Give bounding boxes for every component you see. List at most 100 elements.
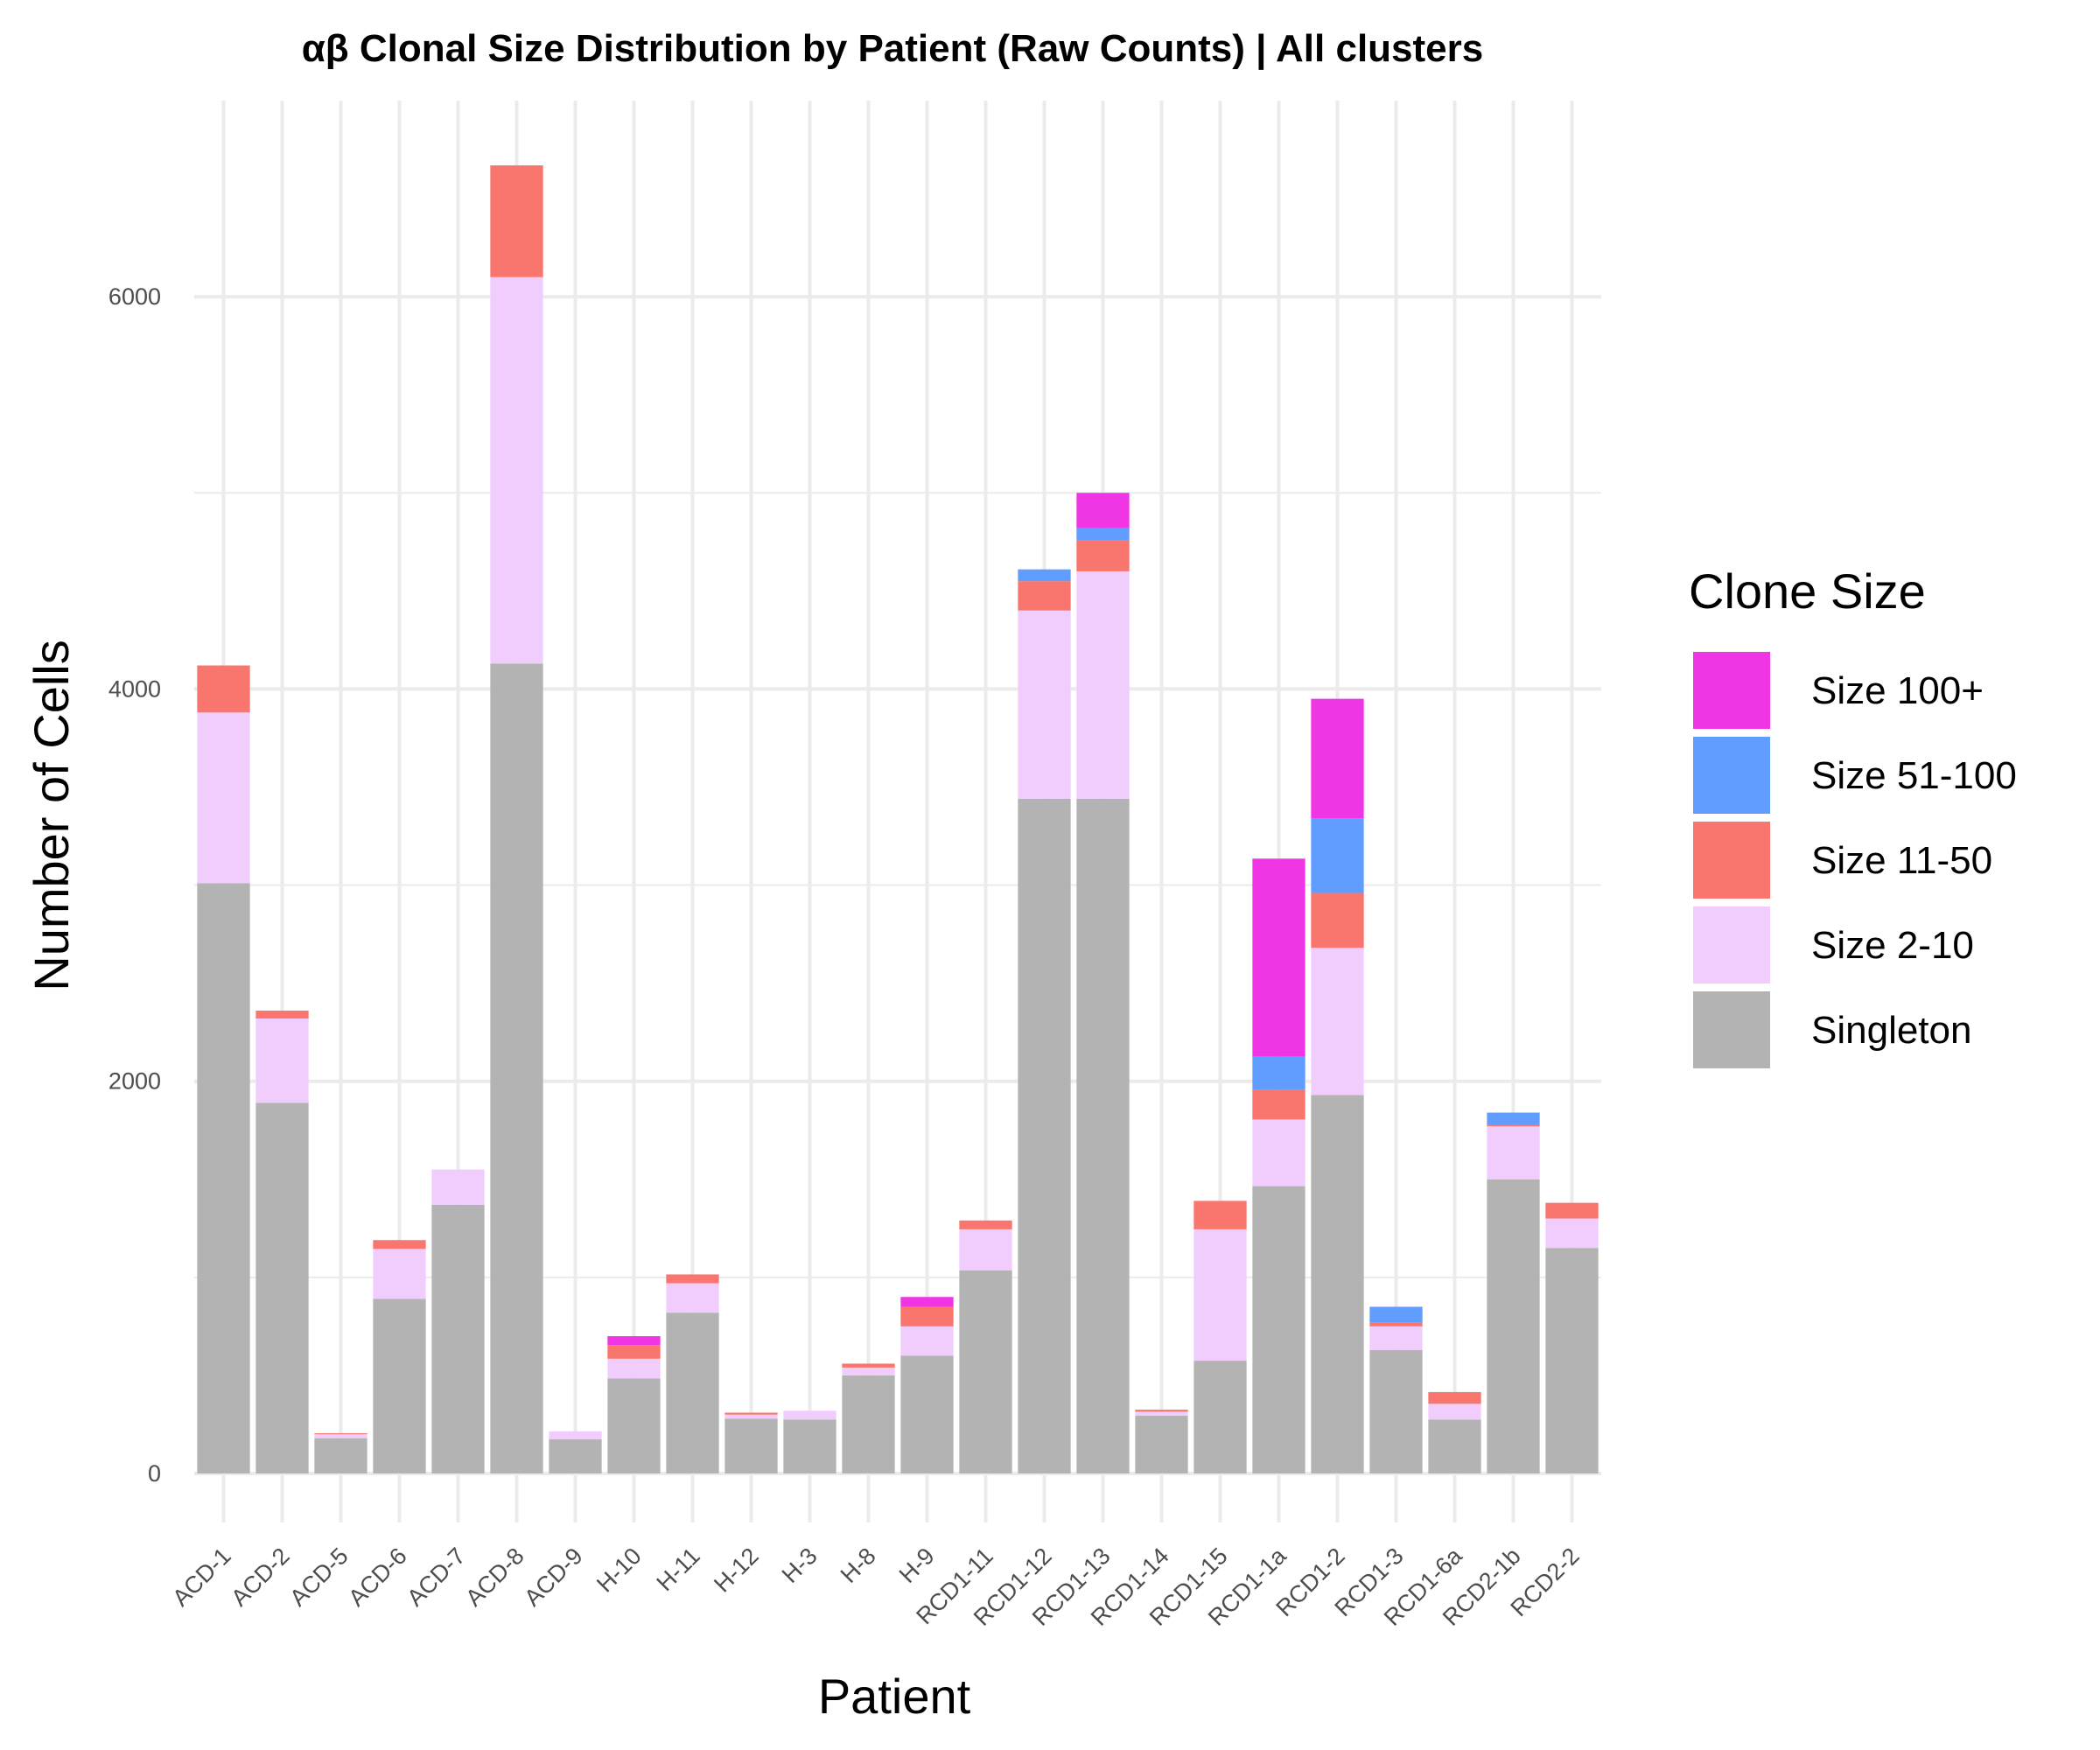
x-tick-label: ACD-5 — [284, 1543, 353, 1611]
bar-segment-size-11-50-acd-5 — [314, 1433, 368, 1435]
bar-segment-size-11-50-acd-8 — [490, 164, 543, 277]
bar-segment-singleton-rcd1-12 — [1018, 798, 1071, 1474]
bar-segment-singleton-rcd1-1a — [1252, 1186, 1306, 1474]
bar-segment-size-11-50-rcd1-13 — [1076, 540, 1130, 571]
bar-segment-size-2-10-h-8 — [842, 1367, 895, 1376]
bar-segment-singleton-acd-2 — [256, 1102, 309, 1474]
x-tick-label: ACD-6 — [343, 1543, 411, 1611]
bar-segment-size-100--h-10 — [607, 1336, 661, 1346]
legend-title: Clone Size — [1689, 564, 1926, 619]
bar-segment-size-2-10-acd-8 — [490, 276, 543, 664]
bar-segment-size-51-100-rcd1-2 — [1311, 818, 1364, 893]
y-axis-title: Number of Cells — [24, 640, 79, 990]
bar-segment-size-2-10-acd-1 — [197, 712, 250, 884]
bar-segment-size-11-50-h-8 — [842, 1363, 895, 1368]
x-axis-title: Patient — [818, 1669, 971, 1724]
bar-segment-size-11-50-rcd1-1a — [1252, 1089, 1306, 1120]
bar-segment-singleton-rcd2-2 — [1545, 1248, 1599, 1474]
bar-segment-size-51-100-rcd1-1a — [1252, 1056, 1306, 1090]
y-tick-label: 6000 — [108, 284, 161, 310]
bar-segment-size-11-50-rcd2-2 — [1545, 1202, 1599, 1219]
bar-segment-size-11-50-rcd1-2 — [1311, 892, 1364, 948]
bar-segment-size-11-50-acd-1 — [197, 665, 250, 713]
legend-swatch — [1693, 737, 1770, 814]
bar-segment-size-2-10-rcd1-14 — [1135, 1411, 1188, 1416]
x-tick-label: H-12 — [709, 1543, 764, 1598]
y-tick-label: 2000 — [108, 1068, 161, 1095]
bar-segment-size-2-10-h-9 — [900, 1326, 954, 1356]
legend-swatch — [1693, 991, 1770, 1068]
bar-segment-size-2-10-acd-2 — [256, 1018, 309, 1103]
y-tick-label: 4000 — [108, 676, 161, 702]
bar-segment-size-11-50-rcd2-1b — [1487, 1124, 1540, 1127]
bar-segment-size-11-50-acd-6 — [373, 1240, 426, 1250]
bar-segment-size-2-10-rcd2-1b — [1487, 1126, 1540, 1180]
bar-segment-singleton-h-8 — [842, 1375, 895, 1474]
bar-segment-size-11-50-rcd1-12 — [1018, 581, 1071, 611]
bar-segment-size-11-50-rcd1-6a — [1428, 1391, 1481, 1404]
bar-segment-size-11-50-acd-2 — [256, 1011, 309, 1018]
legend-label: Size 11-50 — [1811, 839, 1992, 882]
bar-segment-size-11-50-rcd1-15 — [1194, 1200, 1247, 1229]
bar-segment-size-51-100-rcd2-1b — [1487, 1112, 1540, 1124]
bar-segment-size-100--rcd1-13 — [1076, 493, 1130, 528]
x-tick-label: H-9 — [894, 1543, 940, 1588]
bar-segment-singleton-h-3 — [783, 1419, 836, 1474]
bar-segment-singleton-rcd1-13 — [1076, 798, 1130, 1474]
legend-swatch — [1693, 906, 1770, 984]
bar-segment-size-11-50-h-10 — [607, 1345, 661, 1359]
bar-segment-singleton-rcd1-6a — [1428, 1419, 1481, 1474]
bar-segment-singleton-h-11 — [666, 1312, 719, 1474]
bar-segment-size-11-50-h-12 — [724, 1412, 778, 1415]
bar-segment-size-11-50-h-9 — [900, 1306, 954, 1326]
legend-label: Size 100+ — [1811, 669, 1984, 712]
bar-segment-size-100--rcd1-1a — [1252, 858, 1306, 1057]
bar-segment-singleton-rcd1-11 — [959, 1270, 1012, 1474]
bar-segment-size-51-100-rcd1-3 — [1369, 1306, 1423, 1323]
bar-segment-size-2-10-rcd1-15 — [1194, 1228, 1247, 1362]
bar-segment-singleton-acd-7 — [431, 1204, 485, 1474]
bar-segment-singleton-h-10 — [607, 1378, 661, 1474]
bar-segment-size-2-10-rcd1-13 — [1076, 570, 1130, 799]
x-tick-label: ACD-7 — [402, 1543, 470, 1611]
bar-segment-size-100--h-9 — [900, 1297, 954, 1307]
bar-segment-size-2-10-h-10 — [607, 1358, 661, 1379]
bar-segment-size-11-50-rcd1-14 — [1135, 1410, 1188, 1412]
x-tick-label: ACD-2 — [226, 1543, 294, 1611]
chart-title: αβ Clonal Size Distribution by Patient (… — [302, 27, 1484, 71]
bar-segment-size-51-100-rcd1-12 — [1018, 569, 1071, 582]
bar-segment-singleton-acd-1 — [197, 883, 250, 1474]
x-tick-label: ACD-9 — [519, 1543, 587, 1611]
bar-segment-singleton-rcd1-15 — [1194, 1361, 1247, 1474]
x-tick-label: H-8 — [836, 1543, 881, 1588]
bar-segment-size-2-10-h-11 — [666, 1283, 719, 1313]
bar-segment-size-2-10-rcd1-12 — [1018, 610, 1071, 799]
bar-segment-singleton-acd-5 — [314, 1438, 368, 1474]
legend-label: Size 2-10 — [1811, 924, 1974, 967]
x-tick-label: ACD-1 — [167, 1543, 235, 1611]
legend-label: Singleton — [1811, 1009, 1971, 1052]
bar-segment-size-2-10-acd-9 — [549, 1431, 602, 1439]
bar-segment-singleton-acd-6 — [373, 1298, 426, 1474]
bar-segment-size-100--rcd1-2 — [1311, 698, 1364, 819]
bar-segment-size-2-10-rcd1-6a — [1428, 1404, 1481, 1420]
bar-segment-size-2-10-acd-6 — [373, 1249, 426, 1299]
legend-swatch — [1693, 822, 1770, 899]
x-tick-label: ACD-8 — [460, 1543, 528, 1611]
bar-segment-size-2-10-rcd1-3 — [1369, 1326, 1423, 1350]
bar-segment-size-2-10-rcd1-1a — [1252, 1119, 1306, 1186]
bar-segment-singleton-rcd1-14 — [1135, 1415, 1188, 1474]
legend-label: Size 51-100 — [1811, 754, 2017, 797]
bars — [197, 164, 1599, 1474]
bar-segment-size-51-100-rcd1-13 — [1076, 528, 1130, 541]
y-tick-label: 0 — [148, 1460, 161, 1487]
x-tick-label: H-11 — [652, 1543, 705, 1596]
bar-segment-size-11-50-rcd1-11 — [959, 1220, 1012, 1229]
bar-segment-singleton-rcd1-2 — [1311, 1095, 1364, 1474]
bar-segment-size-2-10-rcd1-2 — [1311, 948, 1364, 1096]
bar-segment-size-2-10-h-12 — [724, 1414, 778, 1419]
x-tick-label: H-3 — [777, 1543, 822, 1588]
bar-segment-singleton-acd-8 — [490, 663, 543, 1474]
